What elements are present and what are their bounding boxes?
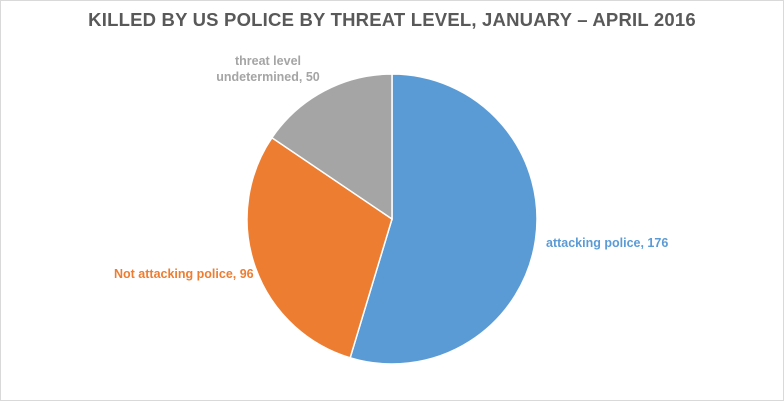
slice-not-attacking-police: [246, 136, 393, 359]
slice-attacking-police: [349, 73, 538, 365]
pie-slices: [246, 73, 538, 365]
slice-label-line: threat level: [234, 54, 301, 68]
slice-label-attacking-police: attacking police, 176: [546, 236, 669, 250]
slice-threat-undetermined: [270, 73, 393, 221]
slice-label-line: undetermined, 50: [216, 70, 320, 84]
slice-label-threat-undetermined: threat level undetermined, 50: [168, 53, 368, 85]
slice-label-not-attacking-police: Not attacking police, 96: [114, 267, 254, 281]
chart-title: KILLED BY US POLICE BY THREAT LEVEL, JAN…: [88, 9, 696, 30]
